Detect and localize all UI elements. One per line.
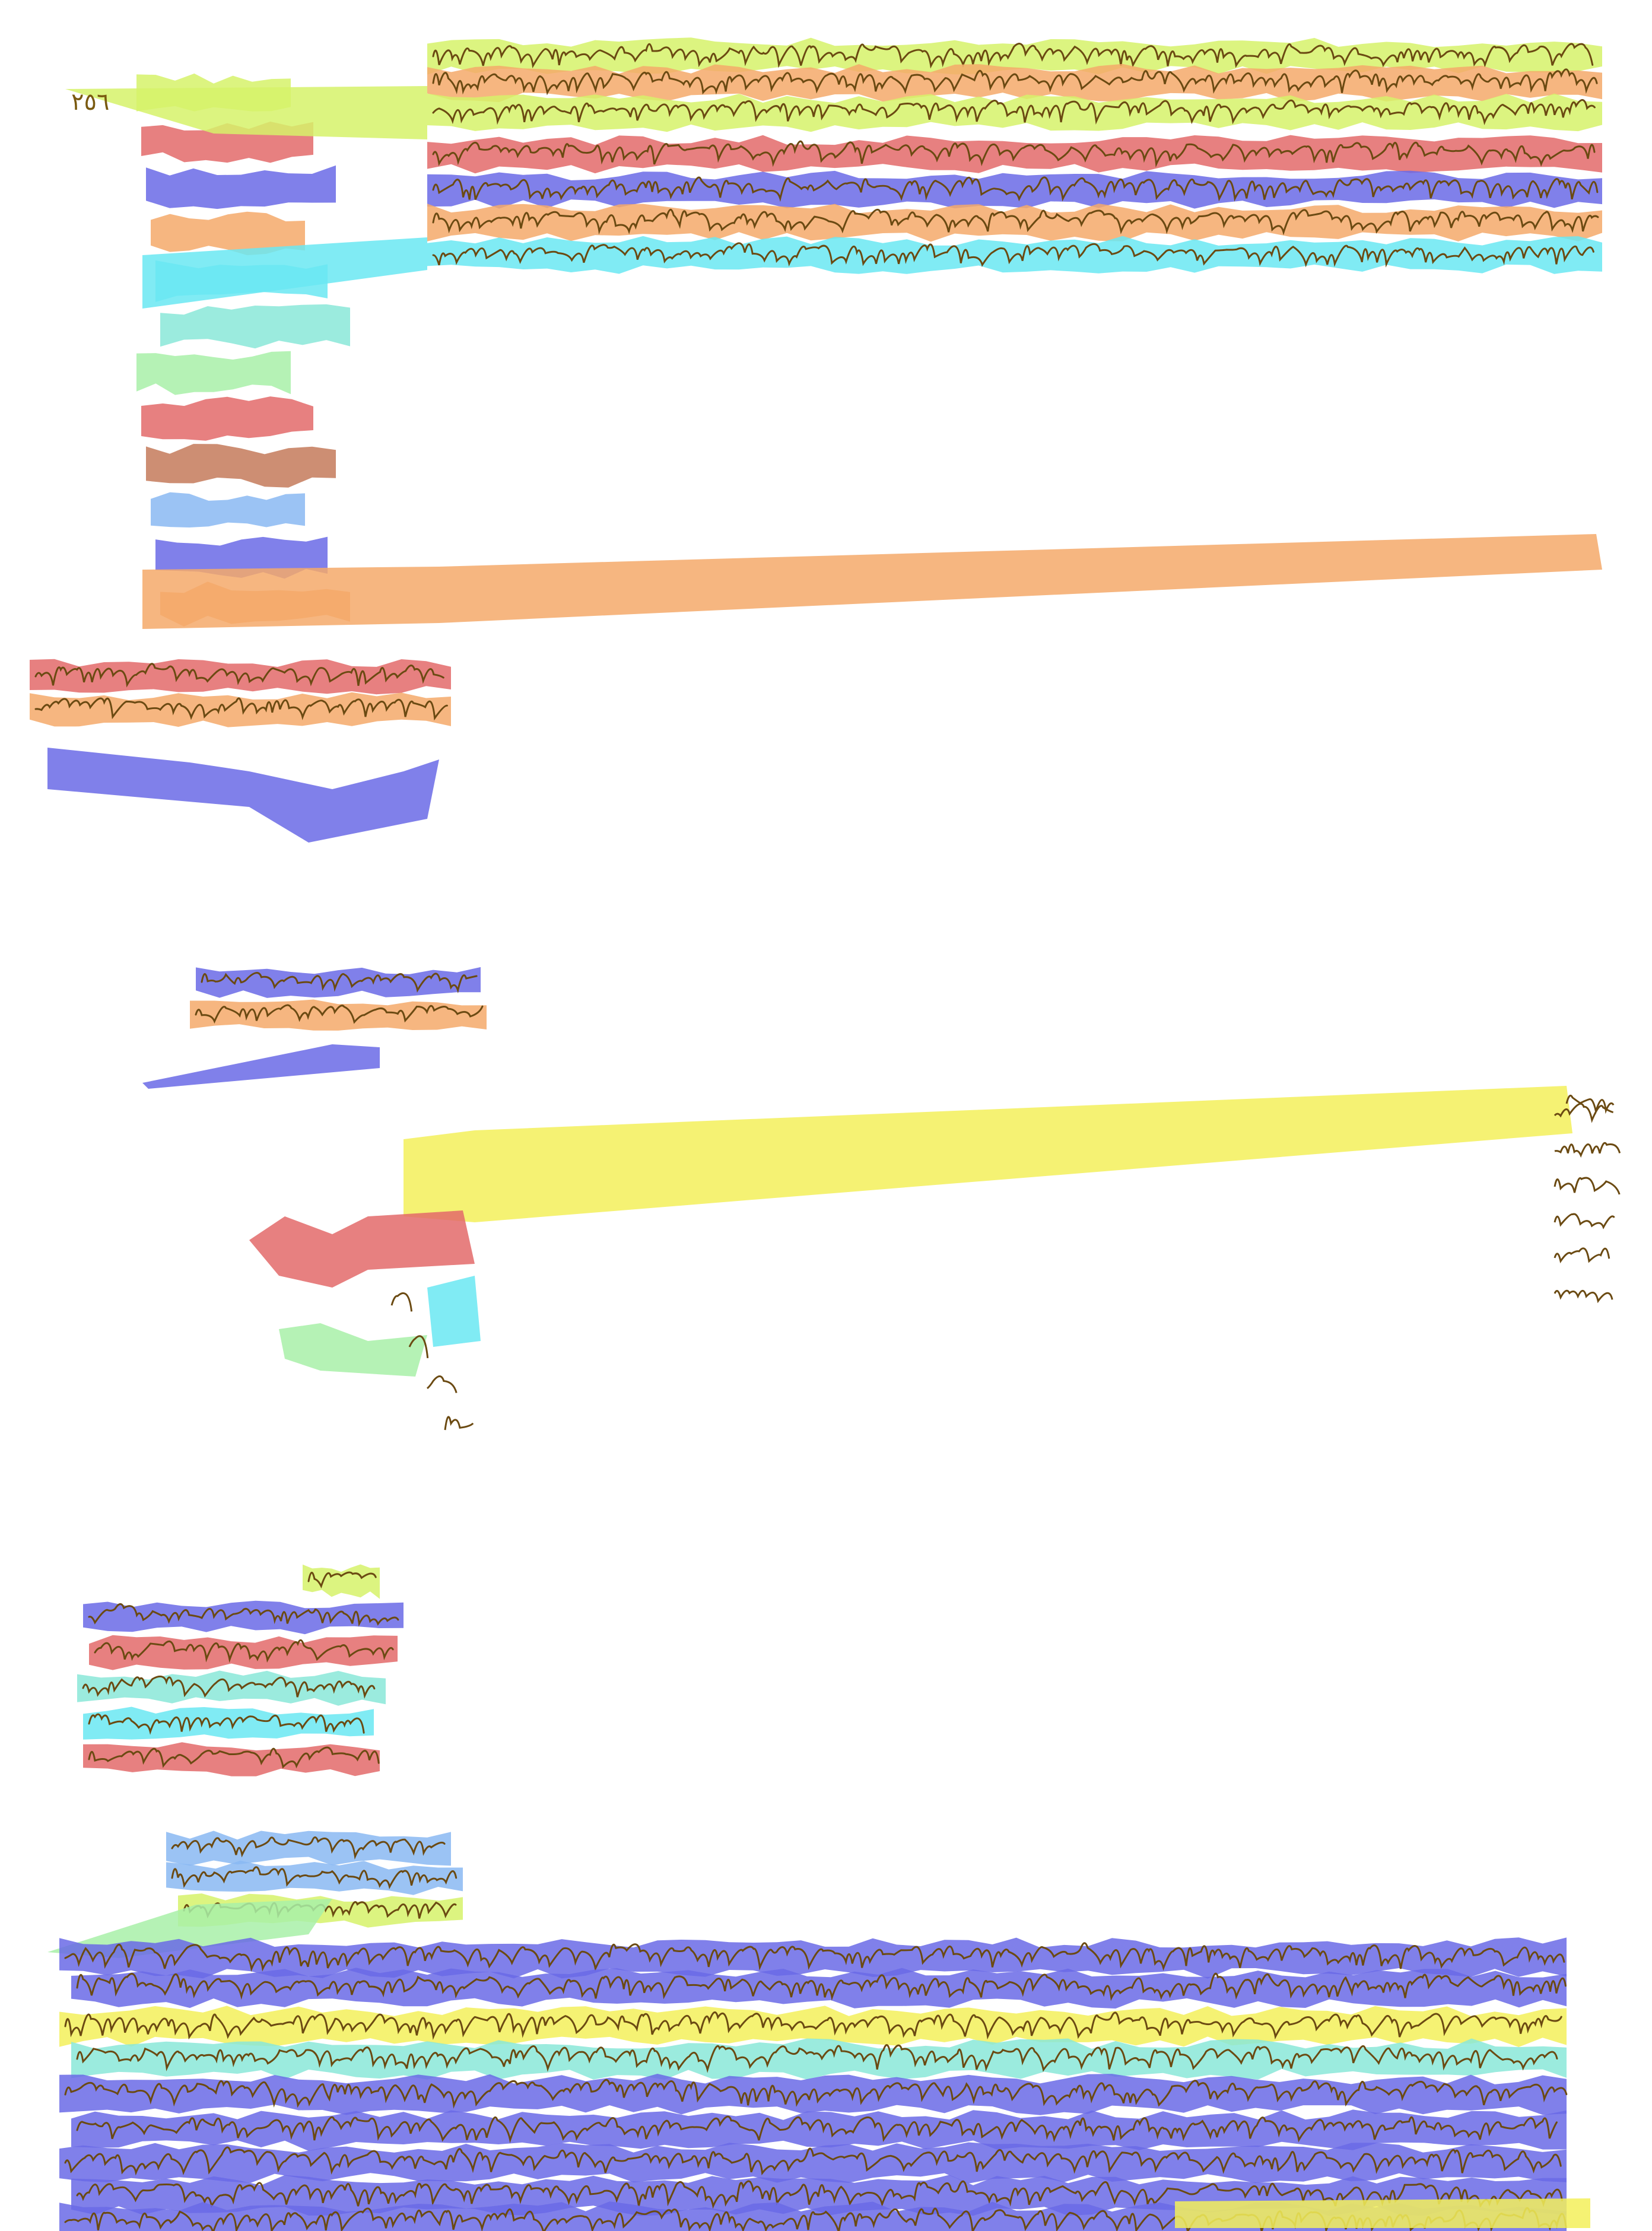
main-text-line-3 (427, 93, 1602, 132)
margin-blocks (30, 659, 1621, 1958)
right-margin-note-line-1 (1553, 1102, 1613, 1123)
bottom-text-line-7-ink (64, 2146, 1562, 2176)
margin-vertical-line-4 (151, 211, 305, 256)
main-text-line-2 (427, 63, 1602, 103)
margin-vertical-line-3 (146, 165, 336, 209)
right-margin-note-line-6 (1553, 1289, 1613, 1304)
right-margin-note-line-5 (1553, 1247, 1610, 1264)
main-text-block (427, 37, 1602, 274)
left-margin-vertical-block (65, 73, 1602, 629)
margin-block1-line-1-ink (34, 663, 444, 688)
margin-block3-line-2-ink (88, 1603, 399, 1627)
margin-vertical-line-10 (151, 492, 305, 527)
margin-block2-line-2 (190, 999, 487, 1031)
bottom-yellow-end (1175, 2198, 1590, 2228)
margin-block2-line-2-ink (195, 1004, 484, 1024)
main-text-line-5 (427, 170, 1602, 209)
bottom-text-line-8-ink (76, 2180, 1563, 2209)
bottom-text-line-3-ink (64, 2011, 1562, 2040)
margin-vertical-line-11 (155, 536, 328, 579)
vertical-note-line-3 (426, 1375, 458, 1393)
margin-block2-line-3 (142, 1044, 380, 1089)
margin-block3-line-5 (83, 1706, 374, 1740)
orange-connector-band (142, 534, 1602, 629)
right-margin-note-line-2 (1554, 1142, 1621, 1158)
margin-block3-line-6 (83, 1742, 380, 1776)
yellow-green-connector (65, 86, 427, 139)
margin-block3-line-1-ink (307, 1571, 377, 1589)
margin-block3-line-4-ink (82, 1675, 376, 1699)
right-margin-note (1565, 1094, 1615, 1115)
margin-block1-line-3 (47, 748, 439, 843)
margin-vertical-line-9 (146, 444, 336, 488)
main-text-line-4-ink (432, 140, 1596, 168)
margin-block3-line-5-ink (88, 1713, 365, 1735)
margin-block3-line-3-ink (94, 1639, 394, 1663)
bottom-text-line-6-ink (76, 2115, 1558, 2144)
bottom-text-line-4-ink (76, 2044, 1558, 2073)
main-text-line-2-ink (432, 68, 1598, 96)
bottom-text-line-1-ink (64, 1942, 1565, 1972)
cyan-connector (142, 237, 427, 309)
vertical-note-line-2 (408, 1335, 429, 1359)
margin-block3-line-6-ink (88, 1746, 380, 1769)
margin-block4-line-2-ink (171, 1866, 458, 1889)
margin-block3-line-1 (303, 1564, 380, 1599)
margin-block1-line-2 (30, 692, 451, 727)
vertical-note-line-1 (390, 1292, 413, 1312)
margin-block2-line-1 (196, 967, 481, 998)
red-mark-shape (249, 1210, 475, 1288)
margin-vertical-line-8 (141, 396, 313, 441)
folio-number: ٢٥٦ (71, 88, 109, 116)
bottom-text-line-6 (71, 2109, 1567, 2151)
yellow-connector-band (404, 1086, 1572, 1222)
bottom-text-line-2-ink (76, 1972, 1567, 2001)
cyan-mark-shape (427, 1276, 481, 1347)
right-margin-note-line-4 (1553, 1213, 1615, 1229)
bottom-text-line-5-ink (64, 2079, 1568, 2109)
margin-block2-line-1-ink (201, 972, 478, 994)
main-text-line-7-ink (432, 242, 1594, 268)
bottom-text-line-7 (59, 2142, 1567, 2184)
main-text-line-1-ink (432, 43, 1594, 69)
vertical-note-line-4 (444, 1416, 474, 1431)
bottom-text-line-4 (71, 2038, 1567, 2080)
margin-vertical-line-7 (136, 351, 291, 395)
margin-block4-line-2 (166, 1860, 463, 1895)
margin-block4-line-1-ink (171, 1836, 446, 1860)
main-text-line-4 (427, 135, 1602, 174)
light-green-mark-shape (279, 1323, 427, 1377)
right-margin-note-line-3 (1553, 1177, 1621, 1195)
bottom-text-block (59, 1937, 1590, 2231)
margin-block4-line-1 (166, 1830, 451, 1866)
margin-vertical-line-6 (160, 304, 350, 349)
margin-block3-line-3 (89, 1635, 398, 1670)
margin-block1-line-2-ink (34, 697, 448, 721)
main-text-line-6-ink (432, 208, 1599, 236)
main-text-line-3-ink (432, 99, 1596, 125)
main-text-line-5-ink (432, 176, 1599, 202)
margin-block3-line-2 (83, 1600, 404, 1635)
